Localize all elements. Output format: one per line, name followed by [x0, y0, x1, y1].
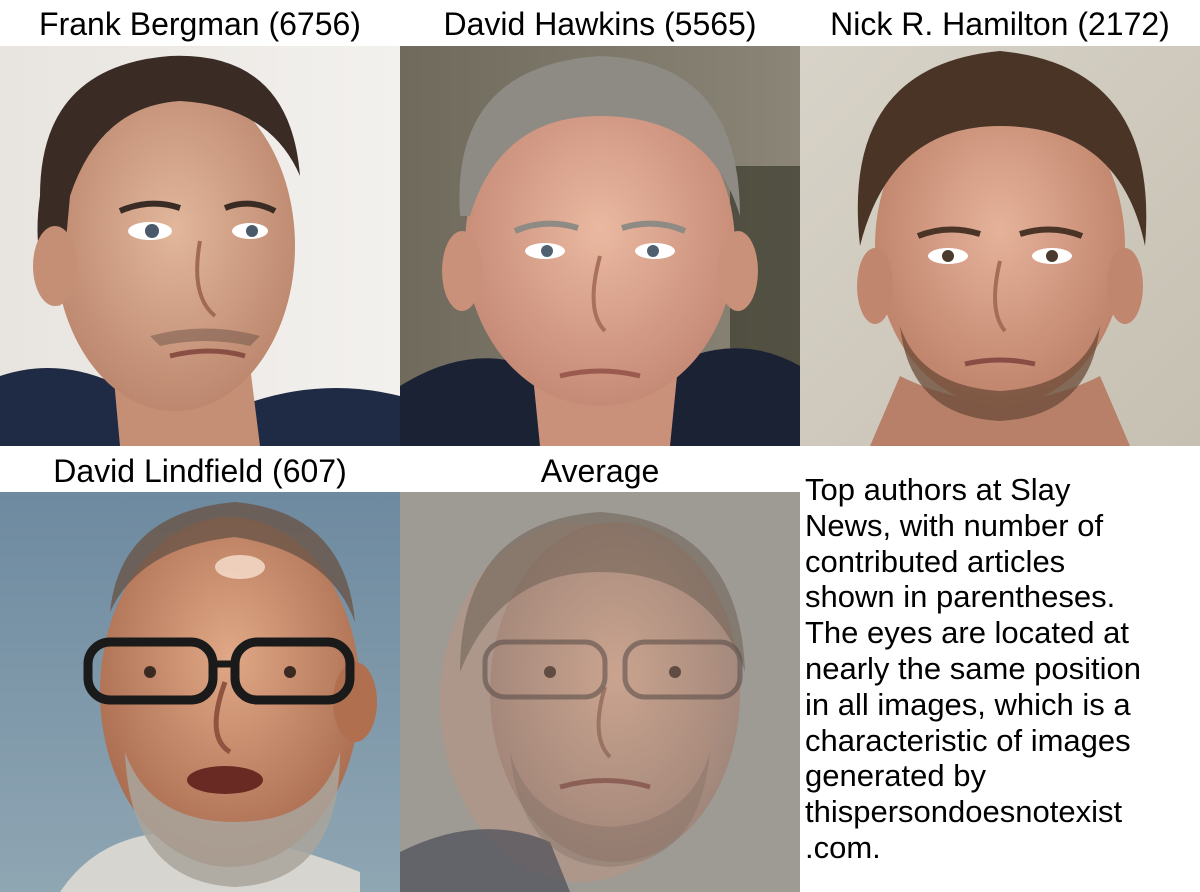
portrait-photo-nick-hamilton [800, 46, 1200, 446]
face-caption: David Lindfield (607) [53, 453, 347, 489]
caption-note: Top authors at Slay News, with number of… [805, 472, 1142, 865]
portrait-photo [400, 46, 800, 446]
face-caption: Nick R. Hamilton (2172) [830, 6, 1170, 42]
face-caption: David Hawkins (5565) [443, 6, 757, 42]
blended-average-portrait [400, 492, 800, 892]
face-caption: Average [540, 453, 660, 489]
portrait-photo-david-lindfield [0, 492, 400, 892]
portrait-photo-frank-bergman [0, 46, 400, 446]
portrait-photo-david-hawkins [400, 46, 800, 446]
portrait-photo-glasses-icon [0, 492, 400, 892]
portrait-photo [0, 46, 400, 446]
blended-average-portrait-icon [400, 492, 800, 892]
face-caption: Frank Bergman (6756) [39, 6, 361, 42]
portrait-photo [800, 46, 1200, 446]
